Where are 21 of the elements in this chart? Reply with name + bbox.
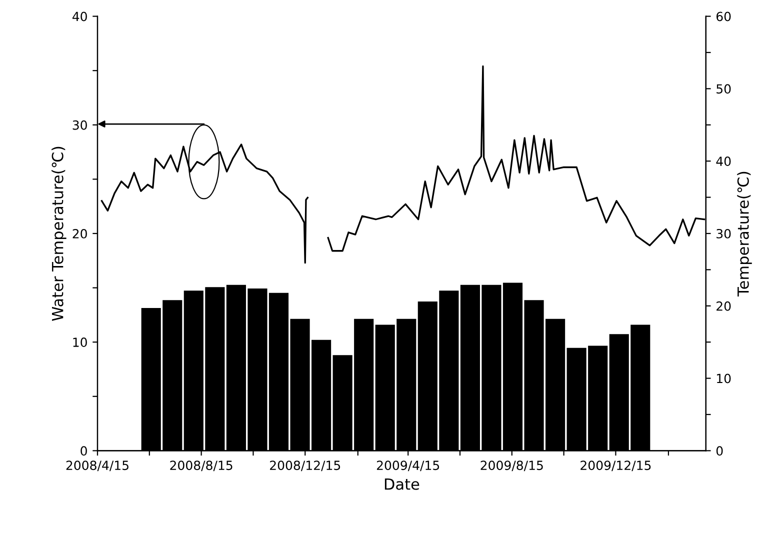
y2-tick-label: 50 — [716, 84, 731, 94]
x-axis-title: Date — [384, 478, 420, 490]
y2-tick-label: 40 — [716, 156, 731, 166]
y2-tick-label: 0 — [716, 446, 723, 456]
x-tick-label: 2008/8/15 — [170, 460, 232, 472]
x-tick-label: 2008/12/15 — [270, 460, 340, 472]
y-tick-label: 20 — [72, 228, 87, 238]
y2-tick-label: 60 — [716, 12, 731, 22]
y-tick-label: 40 — [72, 12, 87, 22]
y2-tick-label: 20 — [716, 301, 731, 311]
y-tick-label: 10 — [73, 338, 87, 348]
x-tick-label: 2008/4/15 — [66, 460, 128, 472]
y2-axis-title: Temperature(℃) — [737, 172, 752, 296]
y-tick-label: 0 — [80, 446, 87, 456]
y2-tick-label: 30 — [716, 228, 731, 238]
x-tick-label: 2009/4/15 — [376, 460, 440, 472]
y-tick-label: 30 — [72, 120, 87, 130]
x-tick-label: 2009/12/15 — [580, 460, 651, 472]
y-axis-title: Water Temperature(℃) — [52, 146, 66, 321]
y2-tick-label: 10 — [716, 374, 731, 384]
x-tick-label: 2009/8/15 — [480, 460, 543, 472]
